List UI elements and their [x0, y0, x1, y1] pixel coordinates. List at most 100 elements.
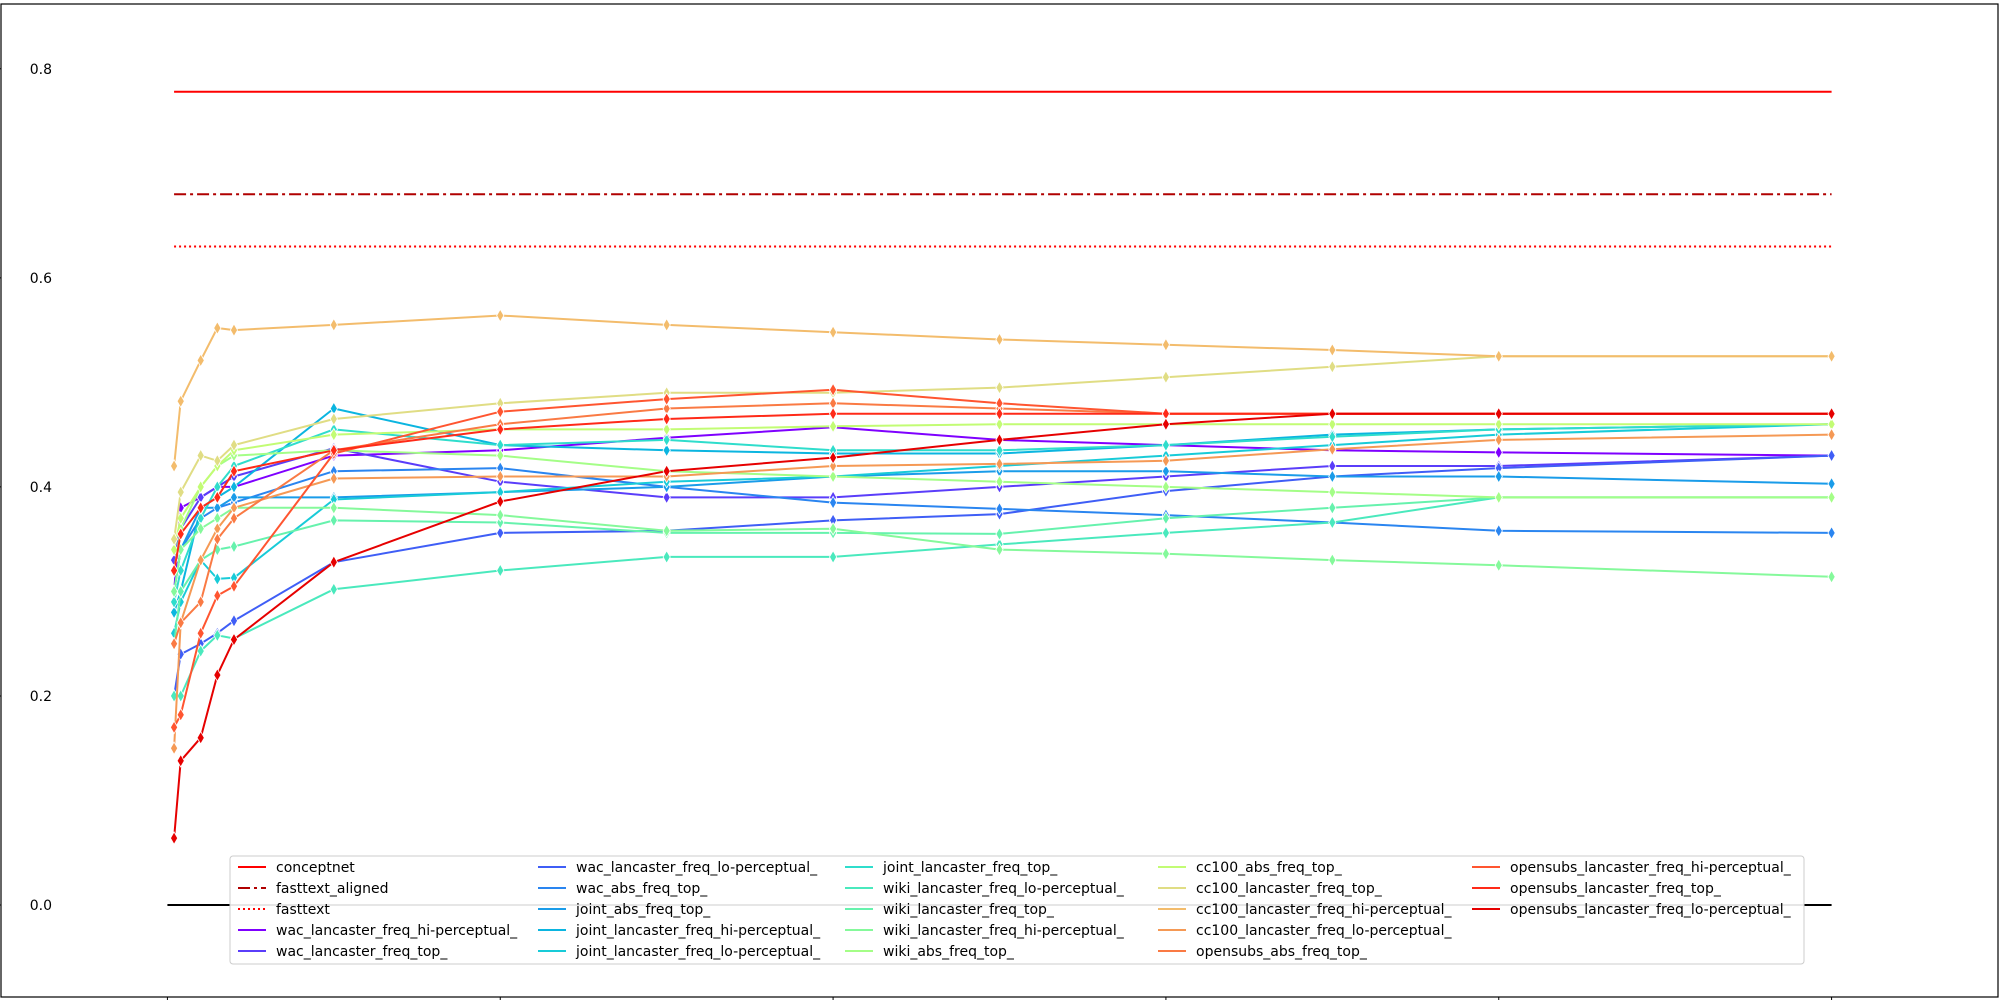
- data-point: [1827, 427, 1836, 442]
- data-point: [995, 542, 1004, 557]
- data-point: [196, 479, 205, 494]
- data-point: [1494, 469, 1503, 484]
- legend: conceptnet fasttext_aligned fasttext wac_la…: [229, 855, 1805, 965]
- data-point: [496, 469, 505, 484]
- data-point: [1161, 511, 1170, 526]
- legend-label: opensubs_abs_freq_top_: [1196, 944, 1368, 960]
- data-point: [170, 720, 179, 735]
- data-point: [995, 526, 1004, 541]
- legend-item: wiki_lancaster_freq_lo-perceptual_: [845, 881, 1125, 897]
- plot-frame: [0, 3, 1999, 998]
- data-point: [1494, 417, 1503, 432]
- data-point: [329, 471, 338, 486]
- legend-item: conceptnet: [238, 860, 355, 876]
- series-line: [173, 423, 1832, 550]
- legend-item: joint_lancaster_freq_lo-perceptual_: [538, 944, 821, 960]
- data-point: [176, 526, 185, 541]
- data-point: [196, 521, 205, 536]
- data-point: [170, 594, 179, 609]
- legend-label: wac_lancaster_freq_lo-perceptual_: [576, 860, 818, 876]
- data-point: [995, 456, 1004, 471]
- legend-item: wac_abs_freq_top_: [538, 881, 708, 897]
- data-point: [176, 753, 185, 768]
- legend-item: joint_abs_freq_top_: [538, 902, 711, 918]
- data-point: [1827, 525, 1836, 540]
- legend-item: joint_lancaster_freq_top_: [845, 860, 1058, 876]
- series-opensubs_lancaster_freq_lo-perceptual_: [170, 406, 1836, 846]
- data-point: [829, 450, 838, 465]
- data-point: [329, 500, 338, 515]
- legend-label: opensubs_lancaster_freq_top_: [1510, 881, 1722, 897]
- data-point: [1328, 469, 1337, 484]
- data-point: [213, 668, 222, 683]
- legend-item: wac_lancaster_freq_top_: [238, 944, 448, 960]
- data-point: [829, 521, 838, 536]
- data-point: [170, 741, 179, 756]
- data-point: [1328, 417, 1337, 432]
- data-point: [662, 392, 671, 407]
- data-point: [662, 411, 671, 426]
- data-point: [170, 542, 179, 557]
- data-point: [176, 394, 185, 409]
- data-point: [995, 417, 1004, 432]
- legend-label: cc100_lancaster_freq_lo-perceptual_: [1196, 923, 1453, 939]
- data-point: [1827, 406, 1836, 421]
- data-point: [1827, 490, 1836, 505]
- legend-label: wac_abs_freq_top_: [576, 881, 708, 897]
- y-tick-label: 0.6: [30, 271, 52, 287]
- data-point: [496, 448, 505, 463]
- data-point: [1494, 445, 1503, 460]
- data-point: [196, 553, 205, 568]
- data-point: [229, 579, 239, 594]
- data-point: [176, 688, 185, 703]
- data-point: [229, 632, 239, 647]
- data-point: [1328, 359, 1337, 374]
- data-point: [329, 411, 338, 426]
- data-point: [229, 613, 239, 628]
- data-point: [829, 549, 838, 564]
- series-line: [173, 412, 1832, 839]
- data-point: [1161, 337, 1170, 352]
- data-point: [1161, 417, 1170, 432]
- data-point: [1161, 546, 1170, 561]
- data-point: [496, 508, 505, 523]
- data-point: [496, 422, 505, 437]
- data-point: [170, 459, 179, 474]
- data-point: [496, 308, 505, 323]
- data-point: [170, 532, 179, 547]
- data-point: [1161, 438, 1170, 453]
- data-point: [662, 432, 671, 447]
- data-point: [1827, 349, 1836, 364]
- data-point: [1328, 553, 1337, 568]
- legend-item: fasttext_aligned: [238, 881, 389, 897]
- data-point: [329, 555, 338, 570]
- data-point: [329, 443, 338, 458]
- data-point: [662, 443, 671, 458]
- data-point: [213, 571, 222, 586]
- data-point: [196, 644, 205, 659]
- data-point: [1827, 569, 1836, 584]
- legend-label: joint_lancaster_freq_hi-perceptual_: [575, 923, 821, 939]
- data-point: [1827, 448, 1836, 463]
- legend-item: wiki_lancaster_freq_hi-perceptual_: [845, 923, 1125, 939]
- data-point: [170, 563, 179, 578]
- data-point: [213, 321, 222, 336]
- y-tick-label: 0.2: [30, 689, 52, 705]
- data-point: [196, 594, 205, 609]
- data-point: [1161, 479, 1170, 494]
- data-point: [829, 495, 838, 510]
- legend-label: cc100_lancaster_freq_top_: [1196, 881, 1383, 897]
- data-point: [1827, 476, 1836, 491]
- data-point: [329, 582, 338, 597]
- legend-label: cc100_lancaster_freq_hi-perceptual_: [1196, 902, 1453, 918]
- data-point: [995, 501, 1004, 516]
- legend-item: joint_lancaster_freq_hi-perceptual_: [538, 923, 821, 939]
- data-point: [662, 317, 671, 332]
- series-cc100_lancaster_freq_hi-perceptual_: [170, 308, 1836, 474]
- legend-item: opensubs_abs_freq_top_: [1158, 944, 1368, 960]
- data-point: [196, 626, 205, 641]
- data-point: [995, 474, 1004, 489]
- data-point: [1328, 342, 1337, 357]
